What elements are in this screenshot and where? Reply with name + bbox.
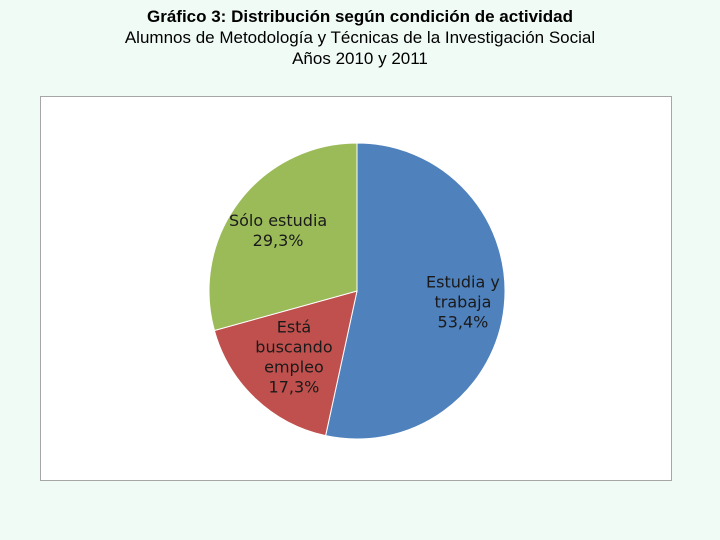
pie-chart: Estudia y trabaja 53,4% Está buscando empleo 1…: [208, 142, 506, 440]
pie-slice-2: [213, 290, 358, 437]
chart-title-block: Gráfico 3: Distribución según condición …: [0, 6, 720, 69]
pie-slice-1: [325, 142, 506, 440]
pie-slice-label-1: Estudia y trabaja 53,4%: [426, 272, 500, 331]
pie-slice-label-2: Está buscando empleo 17,3%: [255, 318, 332, 397]
chart-title: Gráfico 3: Distribución según condición …: [146, 7, 573, 26]
pie-slice-3: [208, 142, 358, 332]
chart-area: Estudia y trabaja 53,4% Está buscando empleo 1…: [40, 96, 672, 481]
chart-years: Años 2010 y 2011: [292, 49, 428, 68]
pie-slice-label-3: Sólo estudia 29,3%: [229, 211, 327, 250]
chart-subtitle: Alumnos de Metodología y Técnicas de la …: [124, 28, 596, 47]
